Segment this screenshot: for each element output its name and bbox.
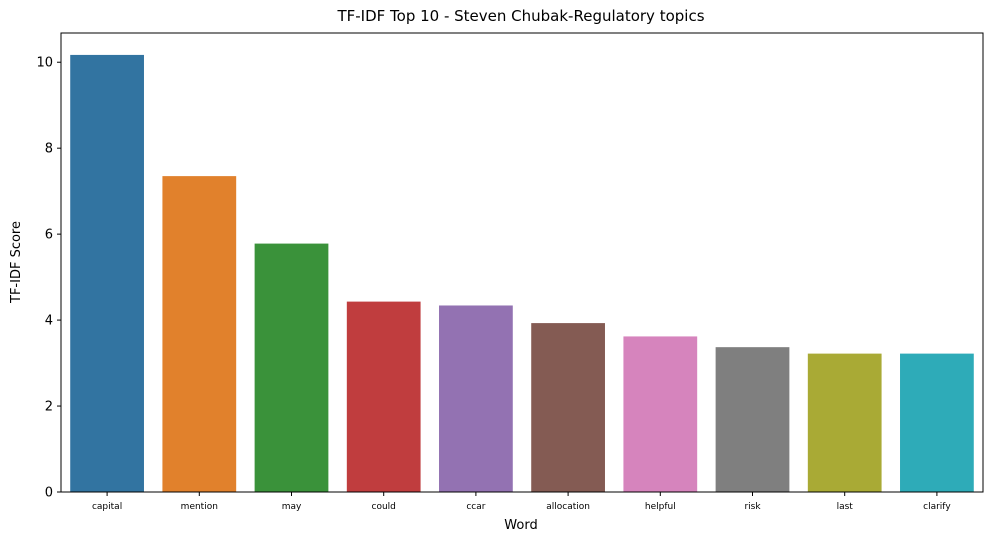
- bar-capital: [70, 54, 144, 492]
- bar-mention: [162, 176, 237, 492]
- x-tick-label: helpful: [645, 502, 676, 512]
- y-tick-label: 2: [45, 400, 53, 415]
- y-tick-label: 4: [45, 314, 53, 329]
- y-tick-label: 8: [45, 142, 53, 157]
- plot-frame: [60, 32, 984, 493]
- bar-may: [254, 243, 329, 492]
- chart-title: TF-IDF Top 10 - Steven Chubak-Regulatory…: [336, 7, 704, 25]
- x-tick-label: capital: [92, 502, 122, 512]
- bar-risk: [715, 347, 790, 492]
- bar-helpful: [623, 336, 698, 492]
- bar-clarify: [900, 353, 974, 492]
- y-tick-label: 6: [45, 228, 53, 243]
- y-axis: 0 2 4 6 8 10: [36, 56, 61, 501]
- x-tick-label: mention: [181, 502, 218, 512]
- x-tick-label: last: [837, 502, 854, 512]
- x-tick-label: allocation: [546, 502, 590, 512]
- y-axis-label: TF-IDF Score: [9, 221, 24, 304]
- bar-could: [346, 301, 421, 492]
- x-axis: capital mention may could ccar allocation help…: [92, 492, 951, 512]
- y-tick-label: 0: [45, 486, 53, 501]
- x-tick-label: clarify: [923, 502, 951, 512]
- bar-allocation: [531, 323, 605, 492]
- x-tick-label: may: [282, 502, 302, 512]
- bar-ccar: [439, 305, 513, 492]
- y-tick-label: 10: [36, 56, 53, 71]
- plot-area: [70, 54, 974, 492]
- x-tick-label: risk: [744, 502, 761, 512]
- x-tick-label: ccar: [466, 502, 485, 512]
- x-axis-label: Word: [504, 518, 537, 533]
- bar-last: [807, 353, 882, 492]
- x-tick-label: could: [372, 502, 396, 512]
